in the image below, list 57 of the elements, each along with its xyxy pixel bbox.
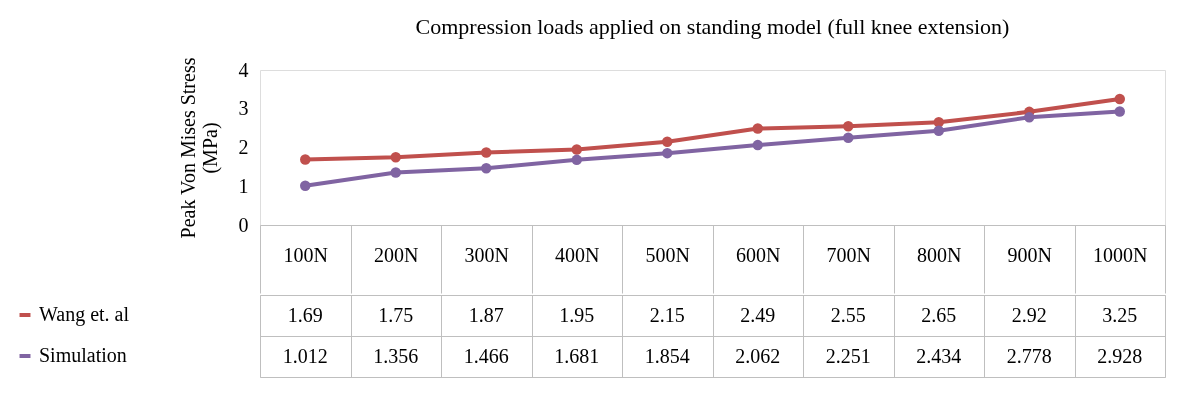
chart-title: Compression loads applied on standing model (full knee extension) bbox=[415, 13, 1010, 39]
x-tick-label: 200N bbox=[374, 243, 419, 266]
point bbox=[843, 132, 854, 144]
data-label: 2.49 bbox=[740, 303, 776, 326]
data-label: 3.25 bbox=[1102, 303, 1138, 326]
point bbox=[300, 180, 311, 192]
data-label: 2.434 bbox=[916, 344, 962, 367]
data-label: 2.65 bbox=[921, 303, 957, 326]
y-tick-label: 2 bbox=[238, 136, 249, 158]
point bbox=[662, 136, 673, 147]
data-label: 1.69 bbox=[287, 303, 323, 326]
data-label: 1.854 bbox=[644, 344, 690, 367]
y-tick-label: 4 bbox=[238, 58, 249, 81]
data-label: 2.15 bbox=[649, 303, 685, 326]
x-tick-label: 1000N bbox=[1093, 243, 1148, 266]
point bbox=[843, 120, 854, 132]
y-axis-title: Peak Von Mises Stress (MPa) bbox=[176, 57, 222, 239]
x-tick-label: 800N bbox=[917, 243, 962, 266]
point bbox=[1114, 106, 1125, 117]
x-tick-label: 100N bbox=[283, 243, 328, 266]
point bbox=[1114, 93, 1125, 105]
data-label: 1.75 bbox=[378, 303, 414, 326]
point bbox=[481, 162, 492, 174]
x-tick-label: 400N bbox=[555, 243, 600, 266]
data-label: 2.062 bbox=[735, 344, 781, 367]
point bbox=[571, 154, 582, 166]
point bbox=[1024, 112, 1035, 123]
legend-label: Simulation bbox=[39, 344, 127, 366]
point bbox=[571, 144, 582, 155]
point bbox=[390, 167, 401, 178]
x-tick-label: 500N bbox=[645, 243, 690, 266]
data-label: 1.681 bbox=[554, 344, 600, 367]
legend-label: Wang et. al bbox=[39, 303, 130, 326]
x-tick-label: 600N bbox=[736, 243, 781, 266]
data-label: 1.356 bbox=[373, 344, 419, 367]
data-label: 1.012 bbox=[282, 344, 328, 367]
x-tick-label: 700N bbox=[826, 243, 871, 266]
y-tick-label: 1 bbox=[238, 174, 249, 197]
point bbox=[752, 123, 763, 134]
point bbox=[933, 125, 944, 136]
x-tick-label: 300N bbox=[464, 243, 509, 266]
data-label: 2.928 bbox=[1097, 344, 1143, 367]
data-label: 1.466 bbox=[463, 344, 509, 367]
data-label: 2.251 bbox=[825, 344, 871, 367]
y-tick-label: 0 bbox=[238, 213, 249, 236]
data-label: 1.95 bbox=[559, 303, 595, 326]
y-tick-label: 3 bbox=[238, 97, 249, 120]
data-label: 2.55 bbox=[830, 303, 866, 326]
point bbox=[390, 151, 401, 163]
point bbox=[752, 139, 763, 151]
data-label: 2.778 bbox=[1006, 344, 1052, 367]
data-label: 1.87 bbox=[468, 303, 504, 326]
x-tick-label: 900N bbox=[1007, 243, 1052, 266]
point bbox=[481, 147, 492, 158]
point bbox=[662, 147, 673, 159]
point bbox=[300, 154, 311, 165]
data-label: 2.92 bbox=[1011, 303, 1047, 326]
